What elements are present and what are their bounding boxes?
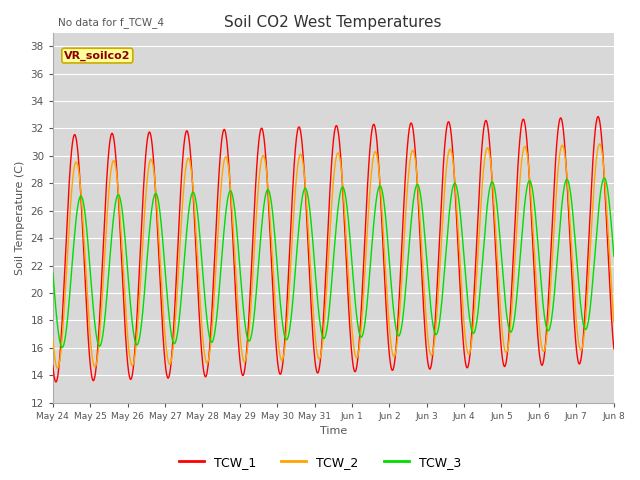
Text: No data for f_TCW_4: No data for f_TCW_4 [58, 17, 164, 28]
Legend: TCW_1, TCW_2, TCW_3: TCW_1, TCW_2, TCW_3 [174, 451, 466, 474]
X-axis label: Time: Time [319, 426, 347, 436]
Y-axis label: Soil Temperature (C): Soil Temperature (C) [15, 160, 25, 275]
Text: VR_soilco2: VR_soilco2 [64, 50, 131, 61]
Title: Soil CO2 West Temperatures: Soil CO2 West Temperatures [225, 15, 442, 30]
